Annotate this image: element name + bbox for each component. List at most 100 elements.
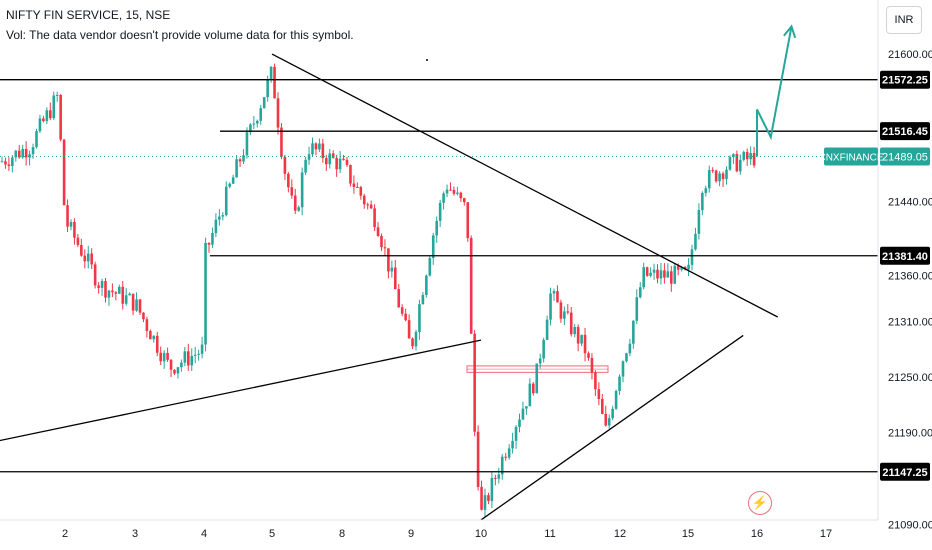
price-tick-label: 21190.00 — [888, 427, 932, 439]
candle-body — [580, 334, 583, 344]
currency-button[interactable]: INR — [886, 6, 922, 34]
candle-body — [93, 264, 97, 286]
candle-body — [28, 154, 31, 158]
candle-body — [614, 390, 618, 409]
time-tick-label: 5 — [269, 528, 275, 540]
candle-body — [583, 334, 587, 354]
price-tick-label: 21090.00 — [888, 520, 932, 532]
candle-body — [604, 413, 608, 426]
price-tick-label: 21250.00 — [888, 372, 932, 384]
candle-body — [52, 95, 56, 119]
candle-body — [338, 158, 342, 170]
candle-body — [145, 319, 149, 331]
candle-body — [345, 159, 349, 165]
candle-body — [445, 189, 449, 194]
candles-layer — [0, 63, 756, 518]
candle-body — [638, 287, 642, 298]
candle-body — [276, 98, 280, 128]
candle-body — [266, 79, 269, 98]
lightning-bolt-icon[interactable]: ⚡ — [748, 491, 772, 515]
candle-body — [518, 419, 521, 427]
price-tick-label: 21310.00 — [888, 317, 932, 329]
candle-body — [735, 154, 739, 172]
candle-body — [114, 292, 118, 294]
candle-body — [421, 294, 425, 305]
candle-body — [563, 311, 566, 319]
candle-body — [14, 150, 18, 158]
candle-body — [673, 265, 677, 284]
time-axis: 2 3 4 5 8 9 10 11 12 15 16 17 — [0, 519, 878, 540]
projection-arrowhead — [783, 24, 797, 39]
candle-body — [704, 188, 708, 193]
candle-body — [666, 271, 670, 278]
drawings-layer — [0, 24, 878, 521]
candle-body — [142, 312, 145, 320]
candle-body — [732, 154, 735, 158]
candle-body — [328, 153, 332, 165]
candle-body — [293, 195, 297, 211]
candle-body — [193, 354, 197, 356]
last-price-tag — [880, 147, 930, 166]
candle-body — [21, 148, 24, 158]
candle-body — [245, 132, 249, 156]
candle-body — [73, 221, 76, 238]
candle-body — [480, 486, 483, 510]
candle-body — [159, 352, 162, 362]
candle-body — [473, 333, 476, 432]
level-price-tag — [880, 246, 930, 265]
candle-body — [569, 312, 573, 335]
candle-body — [280, 127, 283, 157]
candle-body — [642, 267, 645, 288]
candle-body — [304, 159, 307, 173]
candle-body — [38, 118, 42, 132]
candle-body — [24, 148, 28, 158]
candle-body — [387, 248, 390, 272]
candle-body — [118, 286, 121, 294]
time-tick-label: 9 — [408, 528, 414, 540]
candle-body — [252, 123, 256, 125]
candle-body — [607, 418, 611, 426]
candle-body — [325, 158, 328, 165]
candle-body — [566, 311, 570, 313]
symbol-tag-label: CNXFINANCE — [818, 152, 883, 163]
candle-body — [59, 94, 62, 140]
candle-body — [490, 477, 494, 501]
candle-body — [90, 253, 93, 265]
candle-body — [414, 331, 418, 347]
candle-body — [390, 267, 394, 272]
candle-body — [397, 289, 401, 308]
candle-body — [273, 66, 276, 99]
candle-body — [576, 326, 580, 344]
candle-body — [497, 474, 501, 479]
candle-body — [538, 358, 542, 364]
candle-body — [224, 186, 228, 216]
candle-body — [525, 406, 528, 409]
candle-body — [104, 280, 107, 298]
candle-body — [394, 267, 397, 290]
candle-body — [559, 302, 563, 319]
candle-body — [590, 357, 594, 373]
candle-body — [428, 258, 432, 276]
candle-body — [107, 290, 111, 298]
candle-body — [459, 192, 463, 199]
candle-body — [169, 359, 173, 370]
candle-body — [469, 238, 473, 334]
candle-body — [652, 269, 656, 273]
candle-body — [97, 285, 100, 288]
candle-body — [587, 353, 590, 358]
candle-body — [197, 353, 200, 355]
candle-body — [100, 280, 104, 288]
candle-body — [431, 235, 435, 259]
candle-body — [573, 326, 576, 335]
candle-body — [400, 307, 404, 314]
candle-body — [504, 456, 507, 458]
candle-body — [728, 157, 732, 170]
candle-body — [701, 192, 704, 211]
candle-body — [42, 118, 45, 122]
candle-body — [452, 189, 456, 194]
candle-body — [207, 242, 211, 245]
candle-body — [269, 66, 273, 80]
candle-body — [742, 151, 746, 160]
candle-body — [404, 313, 407, 321]
